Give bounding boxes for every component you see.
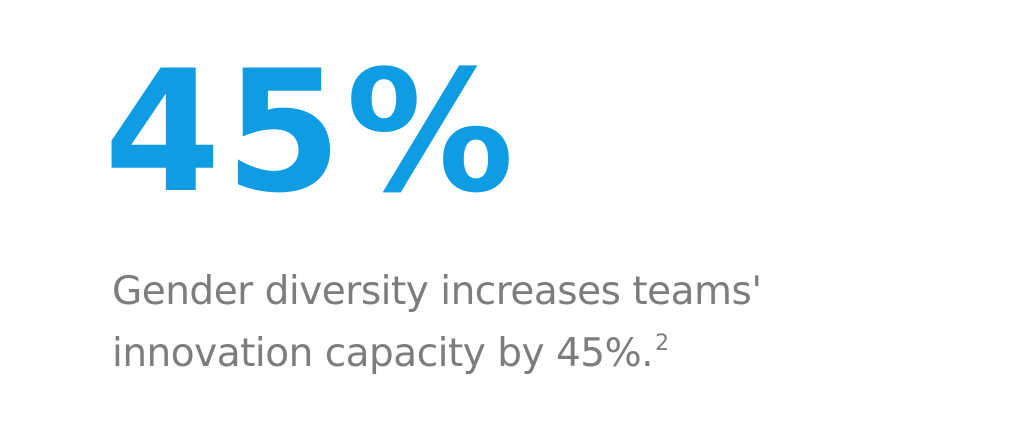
description-line: innovation capacity by 45%.2 (112, 318, 762, 380)
description-line: Gender diversity increases teams' (112, 266, 762, 318)
description-text: innovation capacity by 45%. (112, 331, 654, 376)
footnote-ref: 2 (655, 331, 669, 356)
stat-value: 45% (104, 34, 519, 230)
stat-description: Gender diversity increases teams' innova… (112, 266, 762, 380)
description-text: Gender diversity increases teams' (112, 269, 762, 314)
